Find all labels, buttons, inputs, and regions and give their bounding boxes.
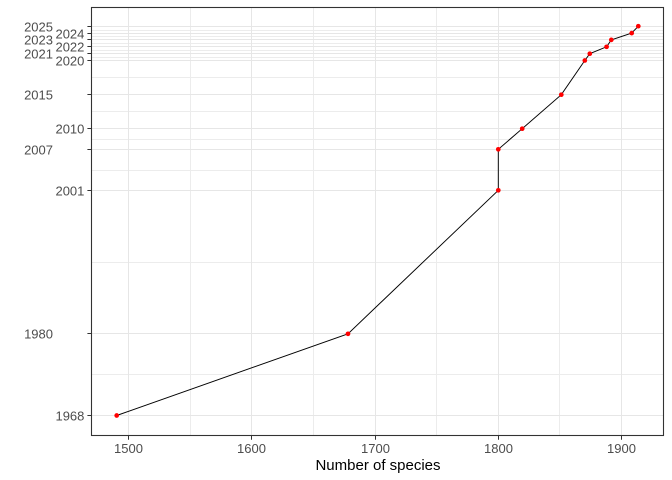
svg-text:1900: 1900 [607,441,636,456]
svg-text:1500: 1500 [114,441,143,456]
svg-text:2021: 2021 [24,47,53,62]
svg-text:2024: 2024 [55,27,84,42]
svg-text:1700: 1700 [361,441,390,456]
svg-text:1600: 1600 [237,441,266,456]
svg-text:2010: 2010 [55,122,84,137]
svg-text:2020: 2020 [55,54,84,69]
svg-text:1980: 1980 [24,327,53,342]
svg-text:2022: 2022 [55,40,84,55]
svg-text:2001: 2001 [55,184,84,199]
svg-text:2007: 2007 [24,143,53,158]
svg-text:1800: 1800 [484,441,513,456]
svg-text:Number of species: Number of species [315,457,440,474]
svg-text:2015: 2015 [24,88,53,103]
svg-text:2025: 2025 [24,20,53,35]
svg-text:1968: 1968 [55,409,84,424]
svg-text:2023: 2023 [24,33,53,48]
